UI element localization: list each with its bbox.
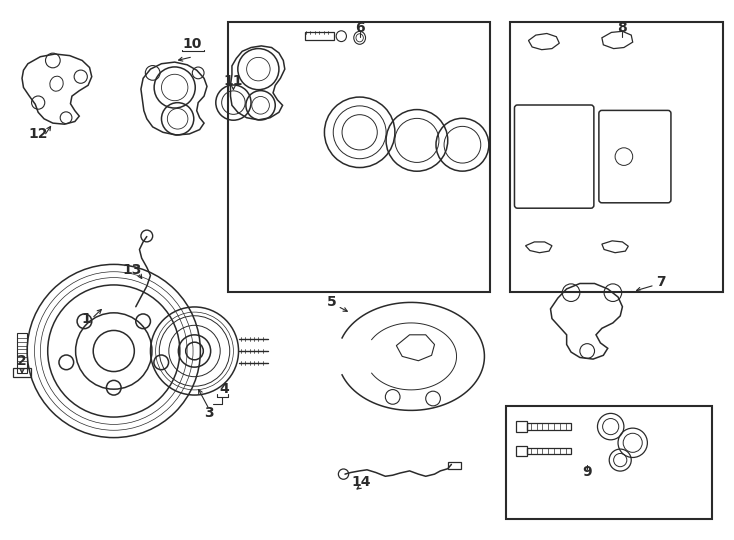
Text: 7: 7 (655, 275, 666, 289)
Text: 12: 12 (29, 127, 48, 141)
Text: 3: 3 (204, 406, 214, 420)
Bar (510, 22, 723, 292)
Text: 11: 11 (224, 74, 243, 88)
Text: 4: 4 (219, 382, 229, 396)
Bar (527, 448, 571, 454)
Bar (228, 22, 490, 292)
Bar (13, 368, 31, 377)
Bar (448, 462, 461, 469)
Text: 5: 5 (327, 295, 337, 309)
Bar (516, 421, 527, 432)
Text: 8: 8 (617, 21, 628, 35)
Text: 6: 6 (355, 21, 365, 35)
Text: 10: 10 (183, 37, 202, 51)
Text: 14: 14 (352, 475, 371, 489)
Bar (527, 423, 571, 430)
Bar (506, 406, 712, 519)
Bar (17, 333, 27, 373)
Text: 13: 13 (123, 263, 142, 277)
Bar (305, 32, 334, 40)
Text: 9: 9 (582, 465, 592, 480)
Text: 1: 1 (81, 312, 92, 326)
Bar (516, 446, 527, 456)
Text: 2: 2 (17, 354, 27, 368)
